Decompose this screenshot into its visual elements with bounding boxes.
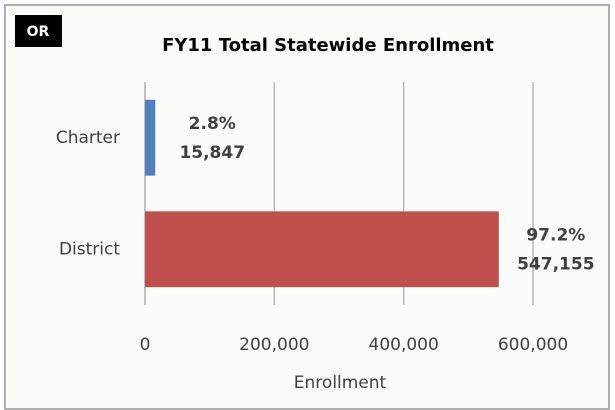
- value-label: 547,155: [517, 254, 594, 274]
- y-tick-label: Charter: [56, 128, 120, 148]
- chart-title: FY11 Total Statewide Enrollment: [162, 35, 494, 56]
- x-tick-label: 200,000: [239, 335, 309, 355]
- x-tick-label: 0: [140, 335, 151, 355]
- bar: [145, 211, 499, 288]
- badge: OR: [27, 24, 50, 40]
- x-tick-label: 400,000: [369, 335, 439, 355]
- badge-box: [15, 15, 62, 47]
- x-axis-label: Enrollment: [294, 373, 387, 393]
- bar: [145, 99, 156, 176]
- y-tick-label: District: [59, 239, 120, 259]
- value-label: 15,847: [179, 143, 245, 163]
- percent-label: 2.8%: [189, 114, 236, 134]
- percent-label: 97.2%: [526, 225, 585, 245]
- chart-frame: [4, 4, 610, 410]
- x-tick-label: 600,000: [498, 335, 568, 355]
